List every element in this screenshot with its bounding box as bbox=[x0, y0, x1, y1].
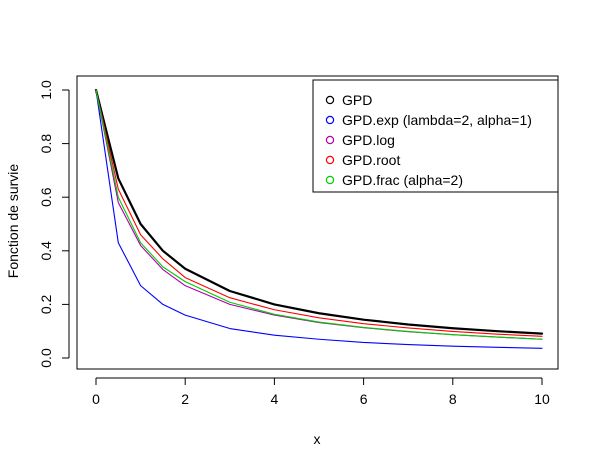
series-line-4 bbox=[95, 89, 543, 337]
x-tick-label: 2 bbox=[181, 391, 189, 407]
x-tick-label: 0 bbox=[92, 391, 100, 407]
series-line-1 bbox=[94, 88, 544, 335]
legend: GPD GPD.exp (lambda=2, alpha=1) GPD.log GPD… bbox=[312, 79, 559, 193]
legend-marker bbox=[325, 155, 335, 165]
legend-label: GPD.log bbox=[342, 132, 395, 148]
legend-marker bbox=[325, 175, 335, 185]
series-line-5 bbox=[95, 89, 543, 340]
series-group bbox=[94, 88, 544, 349]
legend-marker bbox=[325, 115, 335, 125]
x-tick-label: 10 bbox=[534, 391, 550, 407]
x-axis: 0 2 4 6 8 10 bbox=[92, 377, 550, 407]
x-tick-label: 6 bbox=[360, 391, 368, 407]
x-tick-label: 4 bbox=[271, 391, 279, 407]
plot-frame bbox=[76, 75, 559, 370]
legend-label: GPD.exp (lambda=2, alpha=1) bbox=[342, 112, 532, 128]
y-tick-label: 0.4 bbox=[38, 241, 54, 261]
y-axis-label: Fonction de survie bbox=[5, 164, 21, 279]
y-tick-label: 1.0 bbox=[38, 80, 54, 100]
legend-label: GPD.root bbox=[342, 152, 400, 168]
y-tick-label: 0.6 bbox=[38, 187, 54, 207]
x-axis-label: x bbox=[314, 431, 321, 447]
plot-area bbox=[76, 75, 559, 370]
legend-label: GPD bbox=[342, 92, 372, 108]
legend-marker bbox=[325, 95, 335, 105]
y-tick-label: 0.8 bbox=[38, 134, 54, 154]
series-line-2 bbox=[95, 89, 543, 349]
legend-marker bbox=[325, 135, 335, 145]
legend-label: GPD.frac (alpha=2) bbox=[342, 172, 463, 188]
y-tick-label: 0.0 bbox=[38, 348, 54, 368]
y-axis: 0.0 0.2 0.4 0.6 0.8 1.0 bbox=[38, 80, 70, 368]
legend-box bbox=[312, 79, 559, 193]
y-tick-label: 0.2 bbox=[38, 294, 54, 314]
x-tick-label: 8 bbox=[449, 391, 457, 407]
